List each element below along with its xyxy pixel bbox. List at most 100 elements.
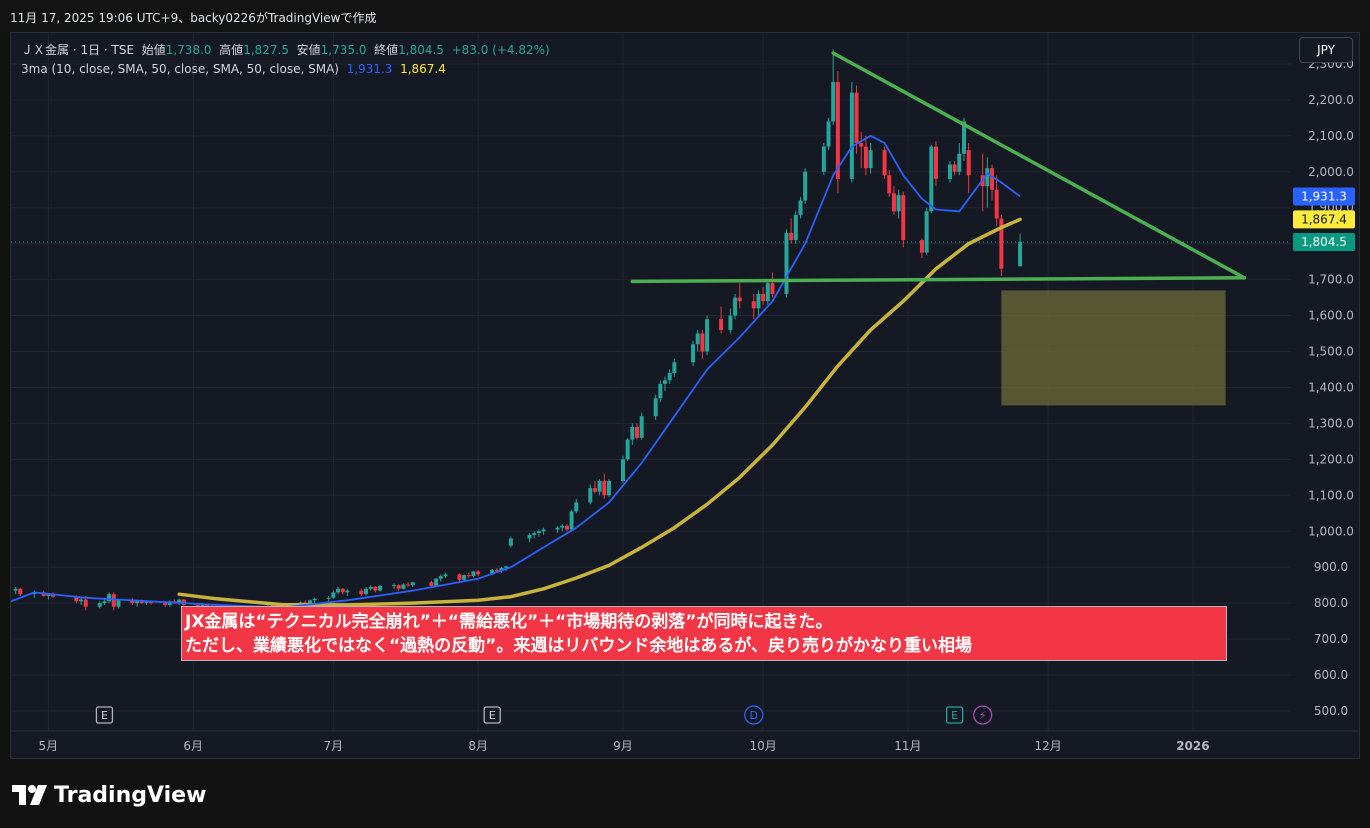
candle-body — [97, 603, 102, 607]
candle-body — [784, 232, 789, 294]
candle-body — [200, 604, 205, 607]
event-marker-label: E — [951, 709, 958, 722]
candle — [429, 580, 434, 587]
candle — [378, 585, 383, 592]
annotation-box[interactable]: JX金属は“テクニカル完全崩れ”＋“需給悪化”＋“市場期待の剥落”が同時に起きた… — [181, 606, 1227, 661]
y-tick-label: 1,700.0 — [1308, 273, 1354, 287]
candle — [476, 570, 481, 577]
candle — [719, 306, 724, 334]
candle — [340, 588, 345, 595]
candle — [667, 369, 672, 384]
candle — [952, 160, 957, 176]
candle — [457, 573, 462, 582]
y-tick-label: 700.0 — [1314, 632, 1348, 646]
ma-slow-line — [177, 217, 1022, 607]
candle — [560, 524, 565, 532]
chart-caption: 11月 17, 2025 19:06 UTC+9、backy0226がTradi… — [10, 11, 377, 25]
candle-body — [79, 599, 84, 602]
y-tick-label: 600.0 — [1314, 668, 1348, 682]
candle — [756, 290, 761, 316]
candle-body — [466, 575, 471, 577]
x-tick-label: 11月 — [894, 739, 921, 753]
candle-body — [336, 588, 341, 593]
candle — [130, 597, 135, 605]
candle — [854, 85, 859, 154]
candle — [359, 588, 364, 596]
candle-body — [863, 146, 868, 169]
tradingview-brand[interactable]: TradingView — [12, 780, 206, 810]
candle-body — [602, 480, 607, 496]
ma-fast-line — [11, 134, 1021, 609]
candle — [933, 141, 938, 187]
event-marker[interactable]: E — [483, 706, 501, 724]
low-value: 1,735.0 — [320, 43, 367, 57]
candle — [868, 142, 873, 174]
last-price-tag: 1,804.5 — [1293, 233, 1355, 252]
event-marker[interactable]: E — [945, 706, 964, 724]
candle-body — [130, 599, 135, 604]
candle — [639, 412, 644, 440]
ma-fast-price-tag: 1,931.3 — [1293, 187, 1355, 206]
candle-body — [770, 283, 775, 294]
currency-button[interactable]: JPY — [1299, 37, 1353, 63]
candle-body — [135, 601, 140, 604]
candle-body — [18, 588, 23, 595]
support-line — [630, 276, 1247, 284]
brand-name: TradingView — [54, 782, 207, 808]
y-tick-label: 2,100.0 — [1308, 129, 1354, 143]
ma-slow-price-tag-bg — [1293, 210, 1355, 229]
candle-body — [901, 195, 906, 241]
candle-body — [854, 92, 859, 143]
candle-body — [994, 189, 999, 219]
candle-body — [620, 459, 625, 481]
candle — [602, 473, 607, 499]
x-tick-label: 9月 — [613, 739, 633, 753]
candle-body — [933, 146, 938, 179]
candle-body — [443, 574, 448, 577]
x-tick-label: 2026 — [1176, 739, 1209, 753]
candle — [368, 585, 373, 591]
candle-body — [560, 525, 565, 528]
event-marker[interactable]: D — [744, 705, 764, 725]
candle — [588, 484, 593, 505]
event-marker-label: ⚡ — [979, 709, 987, 722]
candle-body — [457, 574, 462, 580]
candle-body — [541, 529, 546, 532]
candle-body — [990, 168, 995, 190]
tradingview-logo-icon — [12, 785, 47, 805]
candle-body — [765, 283, 770, 302]
candle-body — [919, 240, 924, 253]
candle-body — [177, 599, 182, 604]
candle — [336, 586, 341, 595]
candle — [789, 218, 794, 244]
candle-body — [849, 92, 854, 179]
candle-body — [719, 319, 724, 330]
candle-body — [326, 597, 331, 599]
x-tick-label: 12月 — [1034, 739, 1061, 753]
candle — [966, 142, 971, 194]
event-marker[interactable]: E — [95, 706, 114, 724]
candle — [835, 71, 840, 194]
candle-body — [564, 525, 569, 530]
candle-body — [957, 153, 962, 172]
candle-body — [751, 301, 756, 309]
y-tick-label: 2,000.0 — [1308, 165, 1354, 179]
candle-body — [592, 488, 597, 492]
candle-body — [625, 439, 630, 460]
event-marker-label: E — [101, 709, 108, 722]
candle-body — [700, 333, 705, 352]
candle-body — [630, 426, 635, 440]
candle — [990, 164, 995, 201]
candle — [653, 394, 658, 420]
candle — [373, 585, 378, 593]
candle-body — [691, 344, 696, 363]
symbol-label[interactable]: ＪＸ金属 · 1日 · TSE — [21, 43, 135, 57]
candle — [167, 600, 172, 607]
candle-body — [961, 121, 966, 154]
candle — [527, 533, 532, 543]
chart-pane[interactable]: 500.0 600.0 700.0 800.0 900.0 1,000.0 1,100.0 1… — [10, 32, 1360, 759]
candle — [634, 423, 639, 440]
candle-body — [597, 480, 602, 492]
event-marker[interactable]: ⚡ — [973, 705, 993, 725]
indicator-label[interactable]: 3ma (10, close, SMA, 50, close, SMA, 50,… — [21, 62, 339, 76]
